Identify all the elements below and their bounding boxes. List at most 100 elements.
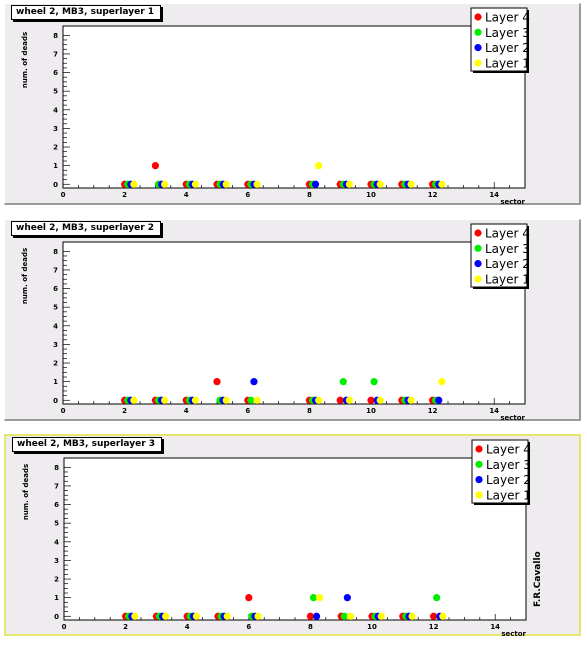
legend-marker <box>474 229 482 237</box>
author-credit: F.R.Cavallo <box>533 551 543 607</box>
y-tick-label: 3 <box>53 341 58 349</box>
legend-label: Layer 1 <box>485 272 530 286</box>
chart-title: wheel 2, MB3, superlayer 3 <box>12 437 163 452</box>
legend-label: Layer 3 <box>486 458 531 472</box>
data-point <box>161 180 169 188</box>
legend-label: Layer 4 <box>486 443 531 457</box>
legend-label: Layer 4 <box>485 227 530 241</box>
data-point <box>192 612 201 620</box>
legend-label: Layer 1 <box>486 488 531 502</box>
data-point <box>439 612 447 620</box>
legend-label: Layer 4 <box>485 11 530 25</box>
data-point <box>408 612 416 620</box>
data-point <box>245 594 253 602</box>
y-tick-label: 1 <box>53 378 58 386</box>
legend-label: Layer 1 <box>485 56 530 70</box>
data-point <box>339 378 347 386</box>
data-point <box>306 612 314 620</box>
y-tick-label: 3 <box>53 125 58 133</box>
data-point <box>130 396 138 404</box>
data-point <box>316 594 324 602</box>
y-tick-label: 7 <box>54 482 59 490</box>
data-point <box>213 378 221 386</box>
x-tick-label: 14 <box>490 623 500 631</box>
x-tick-label: 0 <box>61 191 66 199</box>
data-point <box>435 396 443 404</box>
data-point <box>367 396 375 404</box>
x-tick-label: 14 <box>489 407 499 415</box>
y-tick-label: 8 <box>54 464 59 472</box>
legend-label: Layer 3 <box>485 242 530 256</box>
data-point <box>162 612 170 620</box>
y-tick-label: 2 <box>53 144 58 152</box>
data-point <box>336 396 344 404</box>
data-point <box>345 180 354 188</box>
y-tick-label: 1 <box>54 594 59 602</box>
data-point <box>370 378 378 386</box>
y-tick-label: 6 <box>54 501 59 509</box>
y-tick-label: 6 <box>53 285 58 293</box>
x-axis-label: sector <box>500 198 525 206</box>
legend-label: Layer 2 <box>485 41 530 55</box>
data-point <box>315 162 323 170</box>
x-tick-label: 8 <box>307 191 312 199</box>
y-tick-label: 5 <box>53 304 58 312</box>
x-tick-label: 0 <box>61 407 66 415</box>
legend-label: Layer 3 <box>485 26 530 40</box>
data-point <box>343 594 351 602</box>
x-tick-label: 4 <box>184 407 189 415</box>
legend-marker <box>475 491 483 499</box>
legend-marker <box>474 244 482 252</box>
y-tick-label: 4 <box>53 106 58 114</box>
x-tick-label: 8 <box>308 623 313 631</box>
data-point <box>253 180 261 188</box>
y-tick-label: 5 <box>53 88 58 96</box>
legend-marker <box>475 476 483 484</box>
data-point <box>222 180 230 188</box>
y-tick-label: 5 <box>54 520 59 528</box>
plot-frame <box>63 457 527 621</box>
data-point <box>191 180 200 188</box>
y-tick-label: 7 <box>53 266 58 274</box>
plot-frame <box>62 241 526 405</box>
legend-marker <box>475 460 483 468</box>
data-point <box>340 612 348 620</box>
data-point <box>161 396 169 404</box>
data-point <box>253 396 261 404</box>
x-tick-label: 4 <box>184 191 189 199</box>
legend-marker <box>474 275 482 283</box>
x-tick-label: 6 <box>245 407 250 415</box>
y-tick-label: 0 <box>54 613 59 621</box>
data-point <box>315 396 323 404</box>
x-tick-label: 0 <box>62 623 67 631</box>
y-tick-label: 4 <box>53 322 58 330</box>
data-point <box>438 378 446 386</box>
data-point <box>312 612 321 620</box>
y-tick-label: 7 <box>53 50 58 58</box>
x-tick-label: 2 <box>122 407 127 415</box>
y-tick-label: 3 <box>54 557 59 565</box>
legend-label: Layer 2 <box>486 473 531 487</box>
data-point <box>311 180 320 188</box>
x-axis-label: sector <box>501 630 526 638</box>
chart-title: wheel 2, MB3, superlayer 1 <box>11 5 162 20</box>
y-tick-label: 8 <box>53 248 58 256</box>
data-point <box>407 180 415 188</box>
x-tick-label: 2 <box>122 191 127 199</box>
legend-marker <box>474 44 482 52</box>
x-tick-label: 6 <box>245 191 250 199</box>
y-tick-label: 6 <box>53 69 58 77</box>
x-tick-label: 8 <box>307 407 312 415</box>
x-tick-label: 10 <box>366 191 376 199</box>
y-axis-label: num. of deads <box>21 32 29 88</box>
data-point <box>345 396 354 404</box>
y-tick-label: 0 <box>53 397 58 405</box>
data-point <box>131 612 139 620</box>
data-point <box>151 162 159 170</box>
x-tick-label: 10 <box>367 623 377 631</box>
